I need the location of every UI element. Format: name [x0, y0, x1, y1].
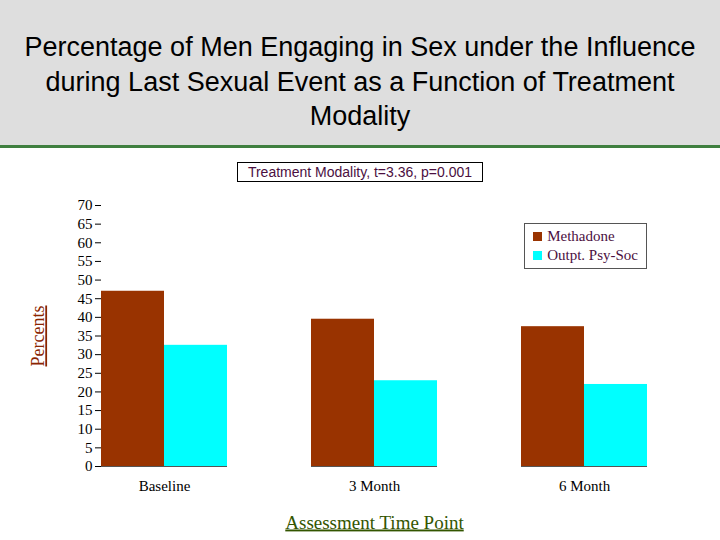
svg-text:Baseline: Baseline [139, 478, 191, 494]
svg-text:40: 40 [78, 309, 93, 325]
svg-text:5: 5 [85, 440, 93, 456]
svg-text:35: 35 [78, 328, 93, 344]
svg-text:Percents: Percents [28, 306, 48, 367]
svg-text:25: 25 [78, 365, 93, 381]
svg-text:55: 55 [78, 253, 93, 269]
svg-text:Assessment Time Point: Assessment Time Point [285, 512, 464, 533]
svg-text:60: 60 [78, 235, 93, 251]
html-text:Percentage of Men Engaging in: Percentage of Men Engaging in Sex under … [24, 32, 696, 132]
svg-text:50: 50 [78, 272, 93, 288]
svg-text:3 Month: 3 Month [349, 478, 401, 494]
svg-text:70: 70 [78, 197, 93, 213]
html-text:Methadone: Methadone [547, 228, 615, 244]
svg-text:65: 65 [78, 216, 93, 232]
svg-text:45: 45 [78, 291, 93, 307]
svg-text:10: 10 [78, 421, 93, 437]
svg-text:30: 30 [78, 346, 93, 362]
svg-text:15: 15 [78, 402, 93, 418]
svg-text:0: 0 [85, 458, 93, 474]
svg-text:6 Month: 6 Month [559, 478, 611, 494]
html-text:Outpt. Psy-Soc: Outpt. Psy-Soc [547, 246, 638, 263]
html-text:Treatment Modality, t=3.36, p=: Treatment Modality, t=3.36, p=0.001 [247, 164, 473, 180]
svg-text:20: 20 [78, 384, 93, 400]
